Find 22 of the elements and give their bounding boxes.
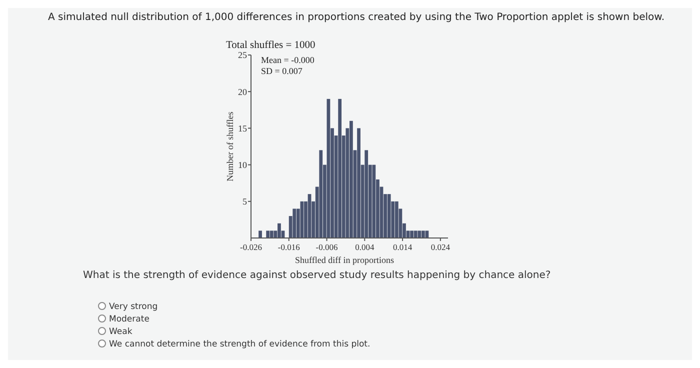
text: What is the strength of evidence against observed study results happening by chance alone? [83, 270, 551, 281]
text: Moderate [109, 314, 150, 324]
x-tick-label: 0.014 [392, 242, 413, 252]
chart-title: A simulated null distribution of 1,000 differences in proportions created by using the Two Proportion applet is shown below. [48, 12, 665, 23]
text: We cannot determine the strength of evidence from this plot. [109, 339, 370, 350]
text: Very strong [109, 302, 158, 312]
y-axis-title: Number of shuffles [225, 111, 235, 182]
x-tick-label: -0.026 [240, 242, 262, 252]
x-tick-label: -0.016 [278, 242, 300, 252]
y-tick-label: 15 [238, 123, 248, 134]
y-tick-label: 10 [238, 160, 248, 170]
x-tick-label: 0.024 [430, 242, 451, 252]
x-tick-label: -0.006 [316, 242, 338, 252]
y-tick-label: 20 [238, 86, 248, 97]
chart-subtitle: Total shuffles = 1000 [226, 40, 316, 51]
annotation: SD = 0.007 [261, 66, 303, 76]
annotation: Mean = -0.000 [261, 55, 315, 65]
y-tick-label: 25 [238, 50, 248, 60]
text: Weak [109, 326, 132, 337]
x-tick-label: 0.004 [355, 242, 375, 252]
y-tick-label: 5 [242, 196, 248, 207]
x-axis-title: Shuffled diff in proportions [295, 255, 394, 265]
